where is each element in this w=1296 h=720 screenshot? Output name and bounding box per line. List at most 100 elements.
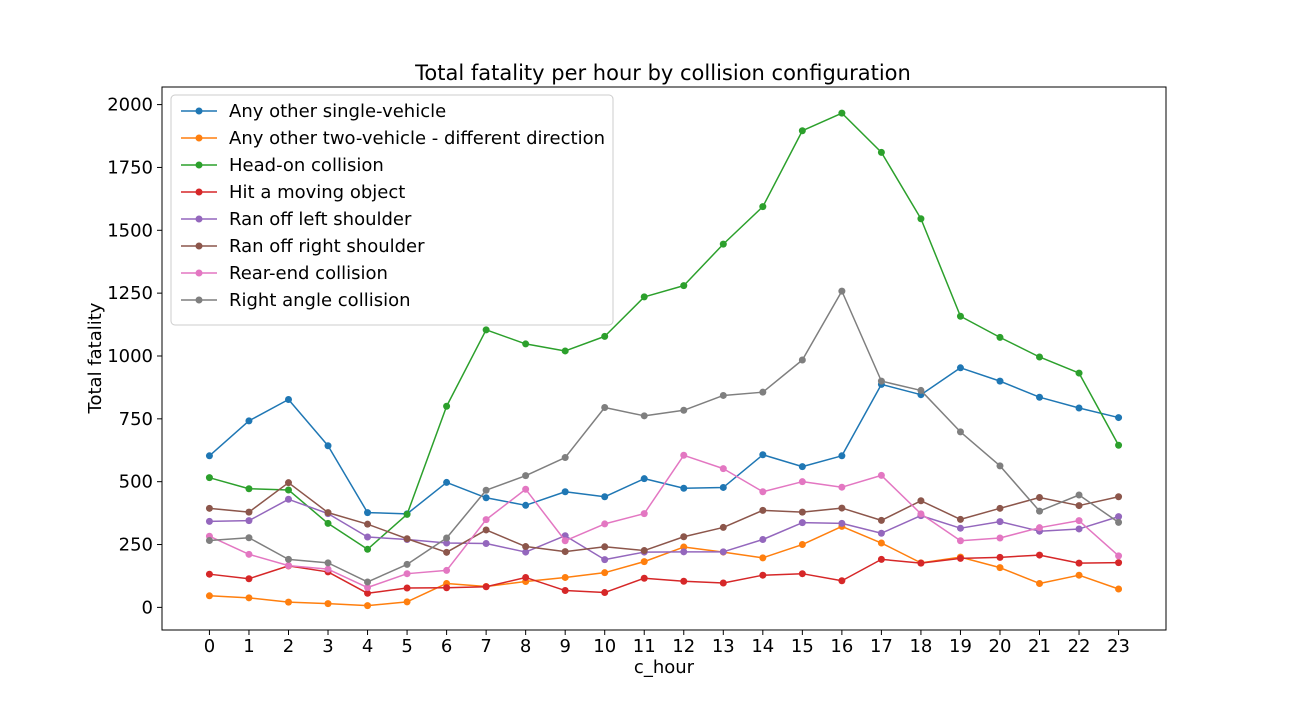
- data-point: [877, 555, 885, 563]
- data-point: [1036, 524, 1044, 532]
- data-point: [561, 548, 569, 556]
- x-tick-label: 5: [401, 636, 412, 657]
- y-tick-label: 1500: [107, 220, 153, 241]
- y-tick-label: 0: [142, 597, 153, 618]
- data-point: [838, 519, 846, 527]
- y-axis-title: Total fatality: [85, 302, 106, 414]
- data-point: [522, 340, 530, 348]
- data-point: [1115, 552, 1123, 560]
- data-point: [838, 452, 846, 460]
- data-point: [917, 559, 925, 567]
- legend: Any other single-vehicle Any other two-ve…: [170, 94, 614, 326]
- legend-marker: [195, 242, 203, 250]
- data-point: [601, 556, 609, 564]
- data-point: [482, 583, 490, 591]
- data-point: [205, 570, 213, 578]
- legend-item: Head-on collision: [181, 155, 384, 176]
- data-point: [601, 543, 609, 551]
- data-point: [561, 454, 569, 462]
- data-point: [1075, 517, 1083, 525]
- data-point: [245, 485, 253, 493]
- data-point: [640, 293, 648, 301]
- data-point: [1075, 404, 1083, 412]
- data-point: [719, 548, 727, 556]
- data-point: [324, 565, 332, 573]
- data-point: [1075, 525, 1083, 533]
- data-point: [877, 148, 885, 156]
- data-point: [759, 536, 767, 543]
- x-tick-label: 17: [870, 636, 893, 657]
- legend-marker: [195, 107, 203, 115]
- data-point: [482, 526, 490, 534]
- data-point: [364, 602, 372, 610]
- data-point: [1036, 494, 1044, 502]
- data-point: [1036, 551, 1044, 559]
- data-point: [601, 589, 609, 597]
- x-tick-label: 10: [593, 636, 616, 657]
- legend-label: Hit a moving object: [229, 182, 405, 203]
- data-point: [601, 332, 609, 340]
- legend-item: Rear-end collision: [181, 263, 388, 284]
- data-point: [205, 452, 213, 460]
- data-point: [996, 377, 1004, 385]
- y-tick-label: 250: [119, 535, 153, 556]
- data-point: [798, 463, 806, 471]
- data-point: [522, 485, 530, 493]
- x-tick-label: 21: [1028, 636, 1051, 657]
- data-point: [680, 406, 688, 414]
- data-point: [522, 548, 530, 556]
- data-point: [759, 571, 767, 579]
- data-point: [364, 509, 372, 517]
- legend-label: Ran off right shoulder: [229, 236, 425, 257]
- data-point: [956, 364, 964, 372]
- data-point: [364, 578, 372, 586]
- series-2: [205, 109, 1123, 553]
- data-point: [522, 573, 530, 581]
- data-point: [205, 517, 213, 525]
- data-point: [245, 417, 253, 425]
- data-point: [601, 404, 609, 412]
- legend-label: Ran off left shoulder: [229, 209, 412, 230]
- data-point: [482, 540, 490, 548]
- data-point: [364, 520, 372, 528]
- plot-frame: [161, 86, 1167, 631]
- data-point: [798, 356, 806, 364]
- data-point: [640, 510, 648, 518]
- plot-area: 0 1 2 3 4 5 6 7 8 9 10 11 12 13 14 15 16 17 18 19 20 21 22 2302…: [107, 95, 1130, 657]
- x-tick-label: 19: [949, 636, 972, 657]
- x-tick-label: 7: [480, 636, 491, 657]
- data-point: [877, 377, 885, 385]
- legend-item: Any other single-vehicle: [181, 101, 446, 122]
- x-tick-label: 0: [204, 636, 215, 657]
- data-point: [1115, 518, 1123, 526]
- data-point: [917, 215, 925, 223]
- data-point: [364, 589, 372, 597]
- data-point: [1075, 491, 1083, 499]
- data-point: [996, 504, 1004, 512]
- data-point: [364, 533, 372, 541]
- data-point: [1115, 513, 1123, 521]
- data-point: [205, 592, 213, 600]
- data-point: [561, 587, 569, 595]
- data-point: [680, 451, 688, 459]
- data-point: [956, 312, 964, 320]
- data-point: [877, 529, 885, 537]
- data-point: [759, 506, 767, 514]
- y-tick-label: 2000: [107, 95, 153, 116]
- data-point: [759, 488, 767, 496]
- data-point: [403, 560, 411, 568]
- data-point: [245, 550, 253, 558]
- data-point: [798, 508, 806, 516]
- data-point: [324, 600, 332, 608]
- data-point: [838, 577, 846, 585]
- data-point: [798, 541, 806, 549]
- data-point: [680, 577, 688, 585]
- data-point: [324, 519, 332, 527]
- data-point: [1115, 414, 1123, 422]
- data-point: [324, 509, 332, 517]
- legend-label: Head-on collision: [229, 155, 384, 176]
- data-point: [443, 478, 451, 486]
- data-point: [403, 510, 411, 518]
- data-point: [917, 386, 925, 394]
- data-point: [956, 554, 964, 562]
